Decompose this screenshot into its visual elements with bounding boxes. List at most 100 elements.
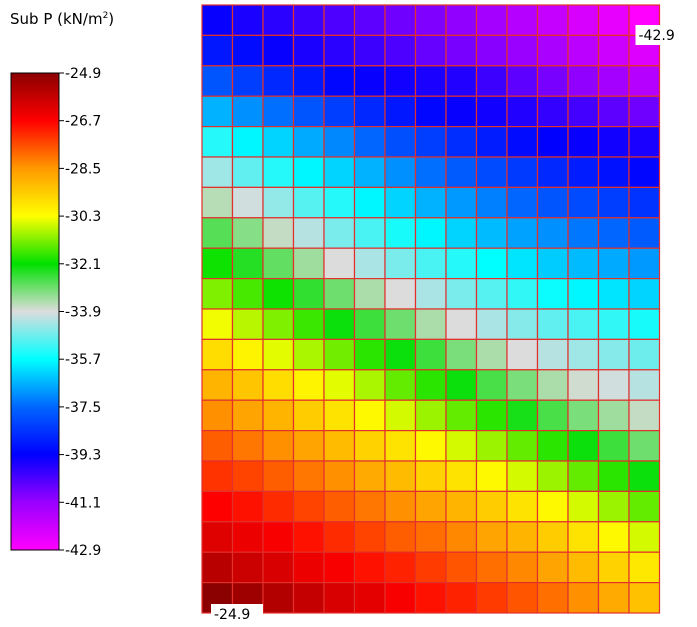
max-value-label-background	[211, 604, 263, 624]
heatmap-cell	[445, 369, 478, 401]
heatmap-cell	[597, 186, 630, 219]
heatmap-cell	[628, 490, 661, 523]
heatmap-cell	[445, 581, 478, 614]
heatmap-cell	[597, 217, 630, 249]
heatmap-cell	[414, 399, 447, 432]
heatmap-cell	[353, 186, 386, 219]
heatmap-cell	[567, 581, 600, 614]
heatmap-cell	[628, 186, 661, 219]
chart-title-superscript: 2	[102, 11, 109, 21]
colorbar-tick-label: -33.9	[65, 305, 101, 321]
heatmap-cell	[262, 247, 295, 280]
heatmap-cell	[567, 369, 600, 401]
heatmap-cell	[384, 65, 417, 97]
heatmap-cell	[414, 125, 447, 158]
heatmap-cell	[628, 278, 661, 310]
heatmap-cell	[597, 156, 630, 188]
heatmap-cell	[292, 247, 325, 280]
heatmap-cell	[414, 156, 447, 188]
heatmap-cell	[445, 308, 478, 340]
heatmap-cell	[201, 156, 234, 188]
heatmap-cell	[262, 217, 295, 249]
heatmap-cell	[536, 217, 569, 249]
heatmap-cell	[536, 460, 569, 492]
heatmap-cell	[567, 399, 600, 432]
heatmap-cell	[414, 278, 447, 310]
heatmap-cell	[597, 4, 630, 36]
heatmap-cell	[536, 308, 569, 340]
heatmap-cell	[323, 247, 356, 280]
heatmap-cell	[323, 338, 356, 371]
heatmap-cell	[597, 399, 630, 432]
heatmap-cell	[231, 156, 264, 188]
heatmap-cell	[475, 95, 508, 128]
heatmap-cell	[201, 125, 234, 158]
heatmap-cell	[506, 369, 539, 401]
heatmap-cell	[567, 430, 600, 462]
heatmap-cell	[506, 338, 539, 371]
heatmap-cell	[414, 4, 447, 36]
heatmap-cell	[475, 581, 508, 614]
heatmap-cell	[506, 551, 539, 584]
heatmap-cell	[445, 338, 478, 371]
heatmap-cell	[628, 217, 661, 249]
heatmap-cell	[628, 460, 661, 492]
heatmap-cell	[506, 460, 539, 492]
heatmap-cell	[475, 430, 508, 462]
heatmap-cell	[292, 65, 325, 97]
heatmap-cell	[536, 247, 569, 280]
heatmap-cell	[475, 369, 508, 401]
heatmap-cell	[445, 125, 478, 158]
heatmap-cell	[628, 156, 661, 188]
colorbar-rect	[10, 72, 60, 551]
heatmap-cell	[597, 125, 630, 158]
colorbar-tick-label: -32.1	[65, 257, 101, 273]
extreme-value-annotations: -42.9 -24.9	[211, 25, 684, 624]
heatmap-cell	[475, 399, 508, 432]
heatmap-cell	[506, 430, 539, 462]
heatmap-cell	[567, 4, 600, 36]
heatmap-cell	[536, 186, 569, 219]
chart-title-text: Sub P (kN/m	[10, 10, 103, 28]
heatmap-cell	[201, 399, 234, 432]
heatmap-cell	[384, 217, 417, 249]
min-value-label-background	[635, 25, 684, 45]
heatmap-cell	[384, 156, 417, 188]
heatmap-cell	[597, 369, 630, 401]
heatmap-cell	[567, 34, 600, 67]
heatmap-cell	[536, 490, 569, 523]
heatmap-cell	[323, 430, 356, 462]
heatmap-cell	[445, 186, 478, 219]
heatmap-cell	[292, 430, 325, 462]
heatmap-cell	[475, 521, 508, 553]
heatmap-cell	[201, 490, 234, 523]
heatmap-cell	[384, 4, 417, 36]
heatmap-cell	[231, 338, 264, 371]
heatmap-cell	[414, 521, 447, 553]
heatmap-cell	[628, 581, 661, 614]
heatmap-cell	[292, 490, 325, 523]
heatmap-cell	[414, 551, 447, 584]
heatmap-cell	[536, 156, 569, 188]
heatmap-cell	[353, 125, 386, 158]
heatmap-cell	[536, 399, 569, 432]
heatmap-cell	[567, 521, 600, 553]
heatmap-cell	[567, 125, 600, 158]
heatmap-cell	[323, 95, 356, 128]
heatmap-cell	[262, 551, 295, 584]
heatmap-cell	[597, 490, 630, 523]
heatmap-cell	[475, 338, 508, 371]
heatmap-cell	[567, 551, 600, 584]
heatmap-cell	[292, 186, 325, 219]
heatmap-cell	[414, 490, 447, 523]
heatmap-cell	[567, 95, 600, 128]
heatmap-cell	[201, 95, 234, 128]
heatmap-cell	[353, 521, 386, 553]
heatmap-cell	[231, 521, 264, 553]
heatmap-cell	[506, 217, 539, 249]
heatmap-cell	[445, 551, 478, 584]
heatmap-cell	[384, 490, 417, 523]
heatmap-cell	[414, 308, 447, 340]
heatmap-cell	[231, 308, 264, 340]
heatmap-cell	[536, 551, 569, 584]
